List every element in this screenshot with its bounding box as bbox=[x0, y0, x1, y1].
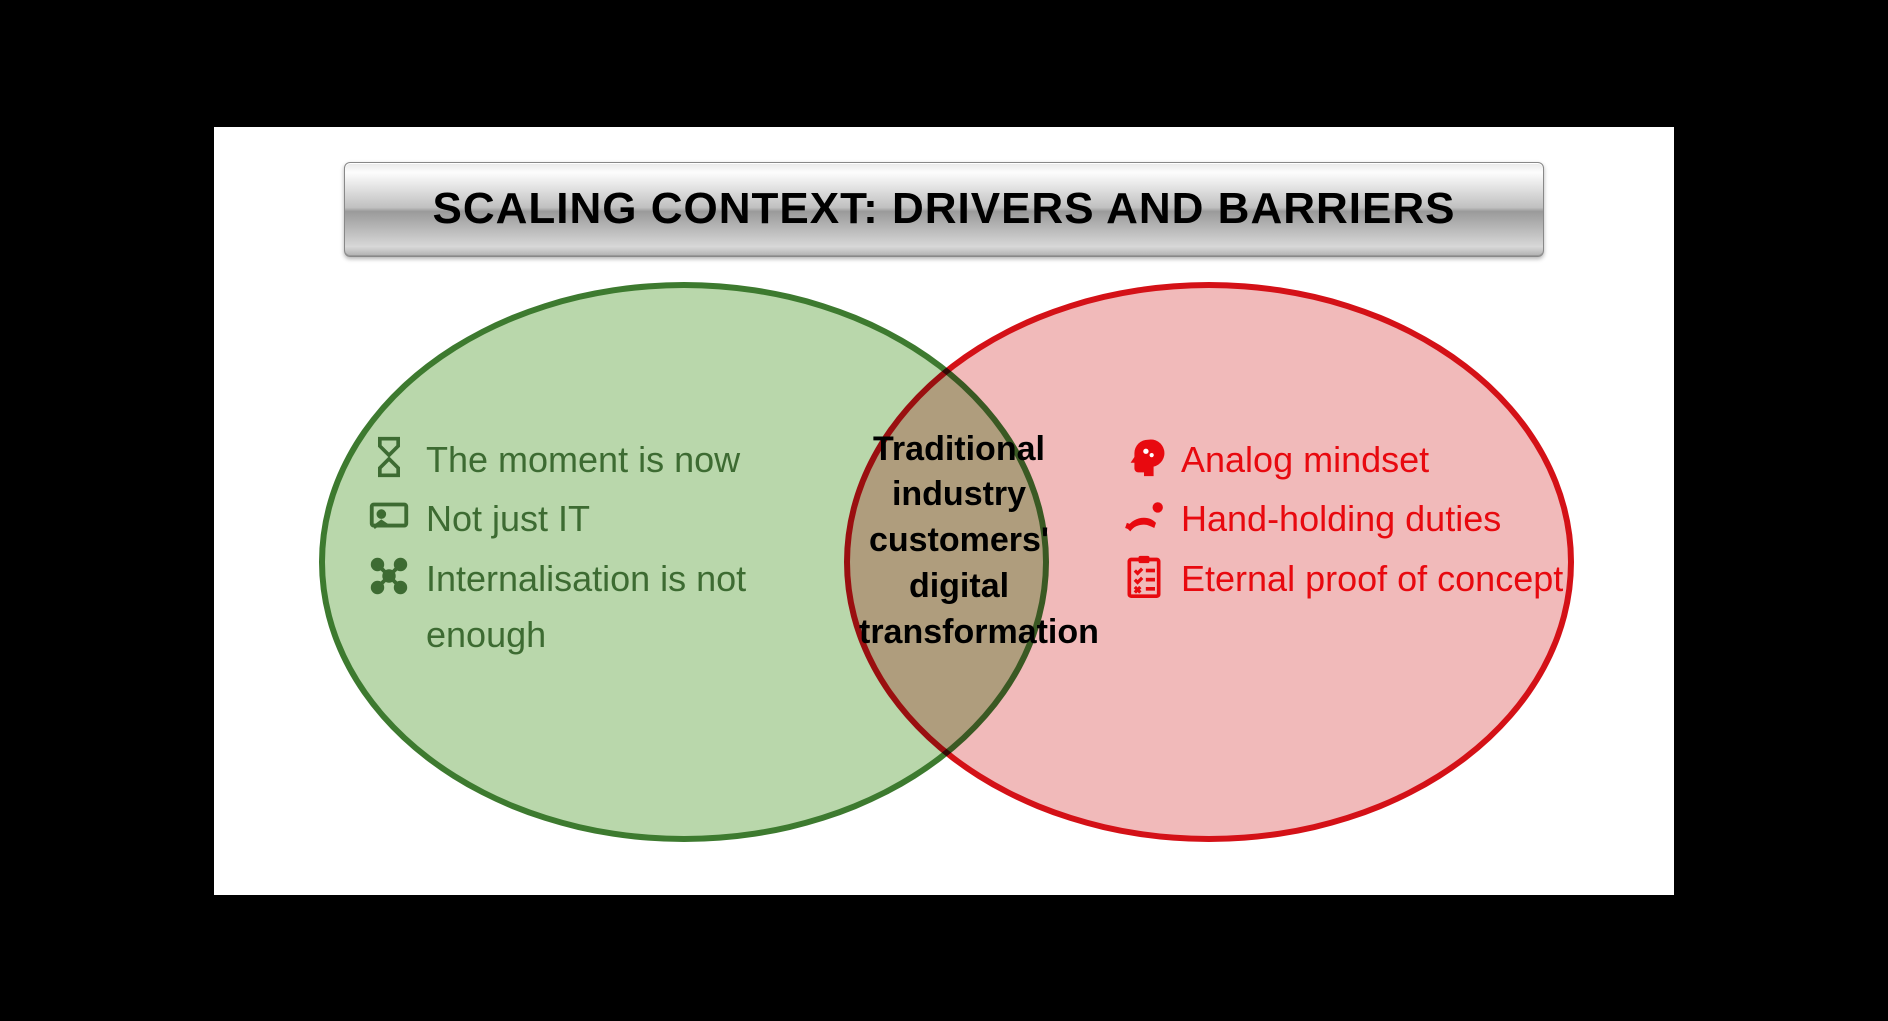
intersection-label: Traditional industry customers' digital … bbox=[859, 427, 1059, 656]
list-item: Eternal proof of concept bbox=[1119, 551, 1563, 607]
item-label: The moment is now bbox=[426, 432, 740, 488]
item-label: Eternal proof of concept bbox=[1181, 551, 1563, 607]
checklist-icon bbox=[1119, 551, 1169, 601]
hourglass-icon bbox=[364, 432, 414, 482]
outer-frame: SCALING CONTEXT: DRIVERS AND BARRIERS Th… bbox=[184, 102, 1704, 920]
list-item: Hand-holding duties bbox=[1119, 491, 1563, 547]
title-text: SCALING CONTEXT: DRIVERS AND BARRIERS bbox=[433, 184, 1456, 234]
title-bar: SCALING CONTEXT: DRIVERS AND BARRIERS bbox=[344, 162, 1544, 257]
item-label: Internalisation is not enough bbox=[426, 551, 846, 663]
presentation-icon bbox=[364, 491, 414, 541]
network-icon bbox=[364, 551, 414, 601]
list-item: Not just IT bbox=[364, 491, 846, 547]
venn-diagram: The moment is now Not just IT bbox=[289, 262, 1609, 882]
head-gear-icon bbox=[1119, 432, 1169, 482]
list-item: Analog mindset bbox=[1119, 432, 1563, 488]
list-item: Internalisation is not enough bbox=[364, 551, 846, 663]
barriers-list: Analog mindset Hand-holding duties bbox=[1119, 432, 1563, 611]
list-item: The moment is now bbox=[364, 432, 846, 488]
crawling-icon bbox=[1119, 491, 1169, 541]
item-label: Hand-holding duties bbox=[1181, 491, 1501, 547]
canvas: SCALING CONTEXT: DRIVERS AND BARRIERS Th… bbox=[214, 127, 1674, 895]
drivers-list: The moment is now Not just IT bbox=[364, 432, 846, 667]
item-label: Not just IT bbox=[426, 491, 590, 547]
item-label: Analog mindset bbox=[1181, 432, 1429, 488]
